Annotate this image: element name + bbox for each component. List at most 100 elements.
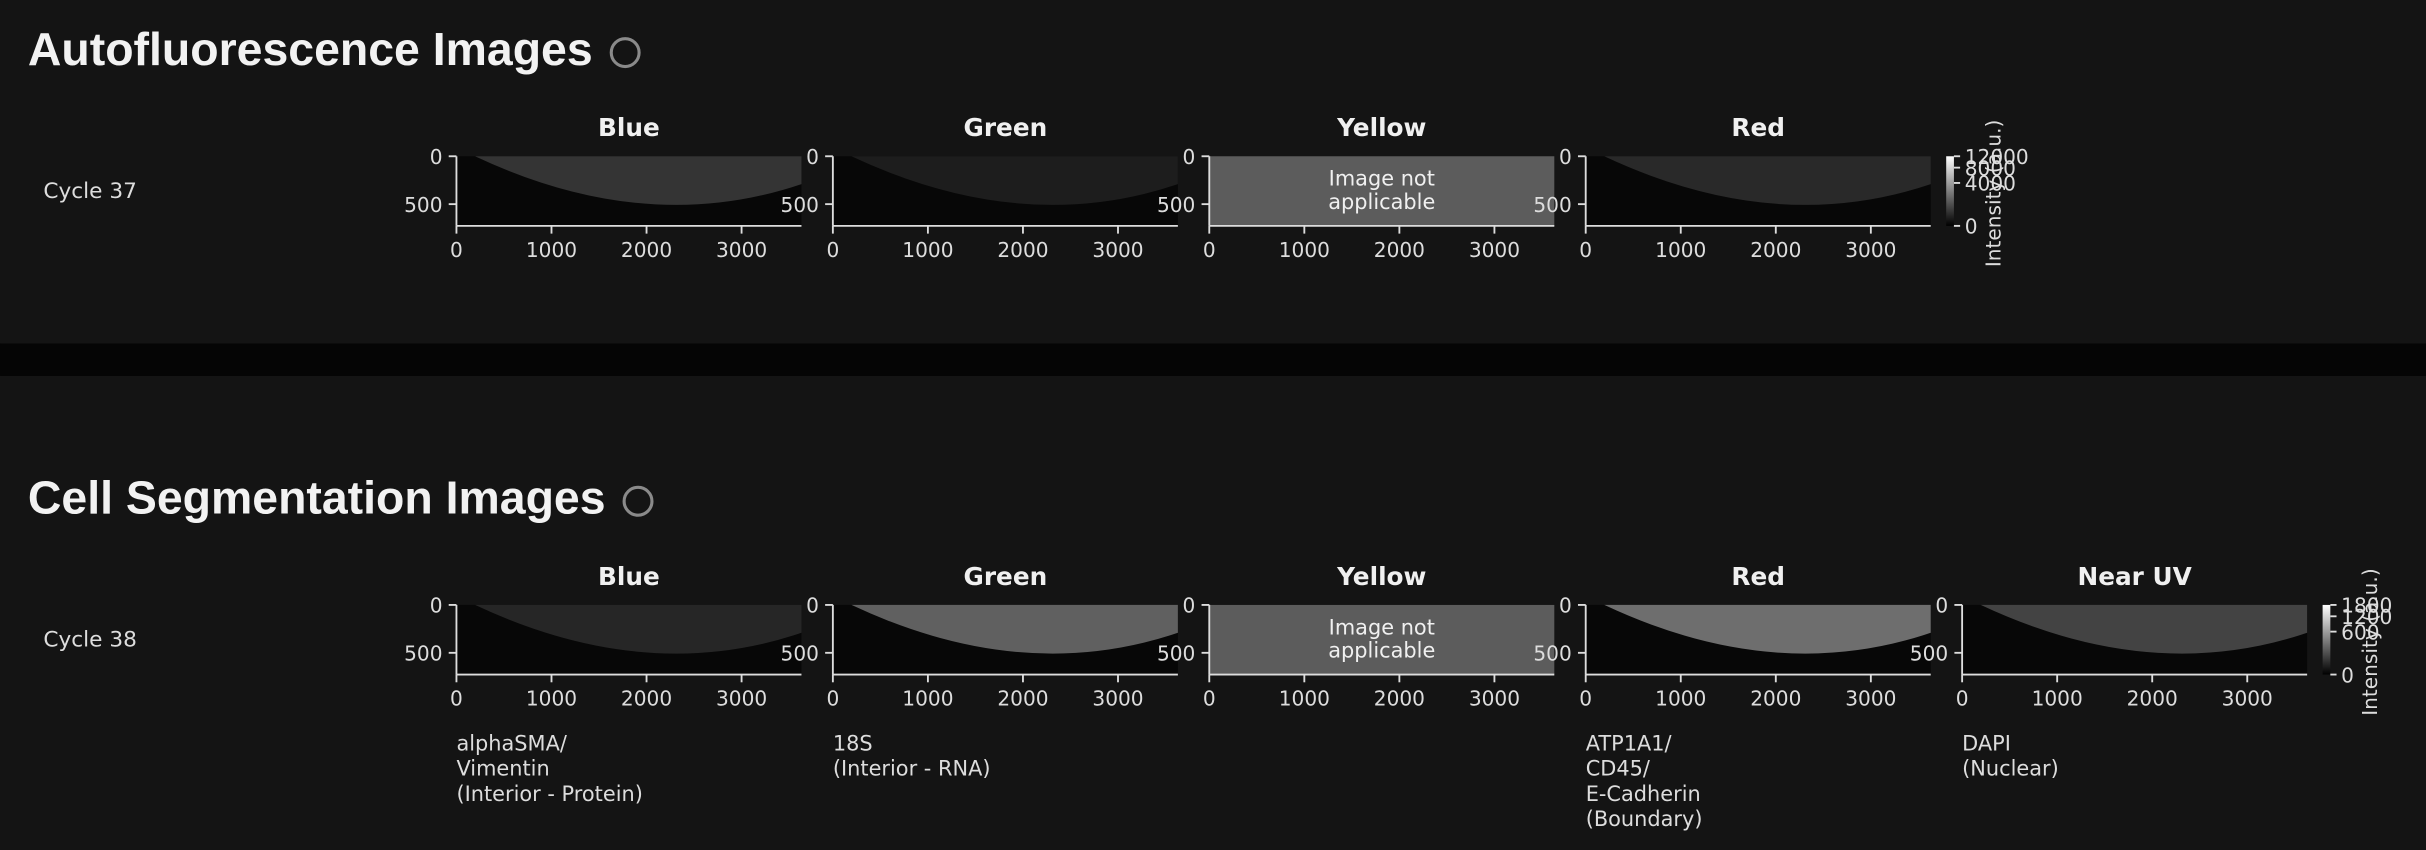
- panel-caption: ATP1A1/: [1586, 731, 1673, 755]
- tissue: [1604, 156, 1931, 205]
- x-tick-label: 1000: [526, 686, 577, 710]
- colorbar-tick-label: 0: [1965, 215, 1978, 239]
- x-tick-label: 3000: [1469, 686, 1520, 710]
- colorbar: [1946, 156, 1954, 226]
- x-tick-label: 0: [826, 238, 839, 262]
- y-tick-label: 0: [430, 594, 443, 618]
- x-tick-label: 1000: [526, 238, 577, 262]
- placeholder-text: applicable: [1328, 190, 1435, 214]
- placeholder-text: Image not: [1329, 167, 1435, 191]
- panel-caption: 18S: [833, 731, 873, 755]
- x-tick-label: 2000: [621, 686, 672, 710]
- y-tick-label: 0: [1559, 594, 1572, 618]
- x-tick-label: 3000: [716, 238, 767, 262]
- x-tick-label: 1000: [1655, 686, 1706, 710]
- y-tick-label: 0: [430, 145, 443, 169]
- x-tick-label: 1000: [1655, 238, 1706, 262]
- y-tick-label: 0: [1183, 594, 1196, 618]
- colorbar: [2322, 604, 2331, 675]
- colorbar-label: Intensity (a.u.): [1981, 120, 2005, 267]
- row-label: Cycle 37: [43, 179, 137, 204]
- y-tick-label: 500: [404, 642, 442, 666]
- panel-title: Blue: [598, 113, 660, 142]
- colorbar-tick-label: 12000: [1965, 145, 2029, 169]
- y-tick-label: 0: [806, 594, 819, 618]
- tissue: [1604, 604, 1931, 654]
- x-tick-label: 3000: [1845, 686, 1896, 710]
- x-tick-label: 2000: [997, 686, 1048, 710]
- y-tick-label: 0: [806, 145, 819, 169]
- x-tick-label: 3000: [1845, 238, 1896, 262]
- panel-caption: CD45/: [1586, 757, 1651, 781]
- x-tick-label: 0: [826, 686, 839, 710]
- colorbar-tick-label: 8000: [1965, 156, 2016, 180]
- y-tick-label: 0: [1559, 145, 1572, 169]
- colorbar-tick-label: 1200: [2341, 605, 2392, 629]
- colorbar-tick-label: 0: [2341, 663, 2354, 687]
- panel-caption: (Interior - RNA): [833, 757, 991, 781]
- colorbar-tick-label: 600: [2341, 620, 2379, 644]
- x-tick-label: 0: [1203, 238, 1216, 262]
- x-tick-label: 0: [450, 238, 463, 262]
- y-tick-label: 500: [1157, 193, 1195, 217]
- panel-caption: (Interior - Protein): [456, 782, 642, 806]
- tissue: [475, 156, 802, 205]
- panel-title: Yellow: [1336, 562, 1426, 591]
- y-tick-label: 500: [1533, 642, 1571, 666]
- x-tick-label: 3000: [2222, 686, 2273, 710]
- y-tick-label: 500: [781, 642, 819, 666]
- x-tick-label: 2000: [1374, 238, 1425, 262]
- placeholder-text: Image not: [1329, 615, 1435, 639]
- x-tick-label: 2000: [997, 238, 1048, 262]
- panel-title: Green: [964, 562, 1048, 591]
- y-tick-label: 0: [1935, 594, 1948, 618]
- section-title: Autofluorescence Images: [28, 23, 593, 75]
- panel-title: Near UV: [2077, 562, 2192, 591]
- tissue: [475, 604, 802, 654]
- y-tick-label: 500: [404, 193, 442, 217]
- tissue: [851, 604, 1178, 654]
- x-tick-label: 0: [1579, 686, 1592, 710]
- section-title: Cell Segmentation Images: [28, 472, 606, 524]
- x-tick-label: 2000: [2127, 686, 2178, 710]
- image-placeholder: [1209, 156, 1555, 226]
- colorbar-tick-label: 1800: [2341, 594, 2392, 618]
- panel-caption: (Boundary): [1586, 807, 1703, 831]
- x-tick-label: 2000: [1750, 686, 1801, 710]
- x-tick-label: 2000: [1374, 686, 1425, 710]
- image-placeholder: [1209, 604, 1555, 675]
- x-tick-label: 3000: [716, 686, 767, 710]
- panel-title: Green: [964, 113, 1048, 142]
- x-tick-label: 0: [1579, 238, 1592, 262]
- row-label: Cycle 38: [43, 628, 137, 653]
- x-tick-label: 2000: [1750, 238, 1801, 262]
- panel-title: Blue: [598, 562, 660, 591]
- x-tick-label: 3000: [1092, 686, 1143, 710]
- help-icon[interactable]: [622, 485, 654, 517]
- section-divider: [0, 343, 2426, 376]
- x-tick-label: 3000: [1469, 238, 1520, 262]
- x-tick-label: 2000: [621, 238, 672, 262]
- panel-caption: (Nuclear): [1962, 757, 2059, 781]
- panel-caption: Vimentin: [456, 757, 549, 781]
- x-tick-label: 0: [1203, 686, 1216, 710]
- x-tick-label: 1000: [1279, 238, 1330, 262]
- y-tick-label: 500: [1910, 642, 1948, 666]
- colorbar-label: Intensity (a.u.): [2358, 568, 2382, 715]
- panel-title: Red: [1731, 113, 1785, 142]
- x-tick-label: 1000: [2032, 686, 2083, 710]
- x-tick-label: 0: [1956, 686, 1969, 710]
- x-tick-label: 1000: [902, 686, 953, 710]
- y-tick-label: 500: [781, 193, 819, 217]
- panel-caption: alphaSMA/: [456, 731, 567, 755]
- help-icon[interactable]: [609, 37, 641, 69]
- x-tick-label: 0: [450, 686, 463, 710]
- x-tick-label: 3000: [1092, 238, 1143, 262]
- y-tick-label: 0: [1183, 145, 1196, 169]
- x-tick-label: 1000: [902, 238, 953, 262]
- panel-caption: E-Cadherin: [1586, 782, 1701, 806]
